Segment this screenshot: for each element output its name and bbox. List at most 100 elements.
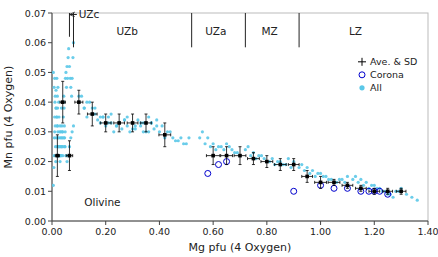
data-point [62,115,65,118]
zone-boundary [245,13,246,47]
average-point [252,157,256,161]
plot-area [52,41,419,202]
error-cap [386,194,389,195]
y-error-bar [61,81,64,123]
y-error-bar [212,147,215,165]
error-cap [56,134,59,135]
data-point [314,175,317,178]
average-point [346,184,350,188]
y-error-bar [386,188,389,194]
data-point [155,118,158,121]
corona-point [205,170,211,176]
data-point [206,136,209,139]
y-tick [48,131,52,132]
data-point [177,139,180,142]
x-error-bar [114,121,125,124]
data-point [332,181,335,184]
annotation: Olivine [84,196,120,208]
data-point [249,154,252,157]
average-point [61,100,65,104]
y-tick [48,13,52,14]
y-tick [48,161,52,162]
data-point [115,124,118,127]
data-point [271,157,274,160]
average-point [238,154,242,158]
data-point [136,118,139,121]
zone-label: UZb [117,25,139,37]
error-cap [145,131,148,132]
x-error-bar [60,101,65,104]
average-point [104,121,108,125]
y-error-bar [239,147,242,165]
error-cap [301,175,302,178]
error-cap [359,191,362,192]
corona-point [291,188,297,194]
error-cap [346,188,349,189]
data-point [263,157,266,160]
y-tick [48,221,52,222]
data-point [71,56,74,59]
x-error-bar [159,133,171,136]
error-cap [260,160,261,163]
error-cap [77,114,80,115]
y-error-bar [346,182,349,188]
data-point [225,142,228,145]
data-point [155,124,158,127]
legend-marker [359,85,364,90]
x-error-bar [355,187,366,190]
data-point [69,86,72,89]
average-point [131,121,135,125]
data-point [71,130,74,133]
error-cap [379,190,380,193]
y-error-bar [292,159,295,171]
data-point [343,181,346,184]
y-error-bar [91,102,94,126]
data-point [115,124,118,127]
error-cap [252,152,255,153]
y-tick-label: 0.06 [25,37,46,48]
error-cap [225,146,228,147]
average-point [163,133,167,137]
error-cap [61,122,64,123]
error-cap [279,170,282,171]
data-point [201,130,204,133]
error-cap [68,140,71,141]
data-point [391,196,394,199]
average-point [278,163,282,167]
zone-label: MZ [261,25,277,37]
data-point [55,115,58,118]
error-cap [368,190,369,193]
data-point [62,136,65,139]
y-tick-label: 0.00 [25,216,46,227]
data-point [123,118,126,121]
y-tick [48,102,52,103]
data-point [228,145,231,148]
error-cap [346,182,349,183]
error-cap [104,131,107,132]
error-cap [292,158,295,159]
x-tick [266,221,267,225]
data-point [54,160,57,163]
data-point [68,65,71,68]
error-cap [151,121,152,124]
error-cap [312,175,313,178]
data-point [83,106,86,109]
data-point [300,163,303,166]
y-axis-label: Mn pfu (4 Oxygen) [2,66,15,169]
data-point [70,95,73,98]
data-point [123,118,126,121]
legend: Ave. & SDCoronaAll [358,56,417,93]
average-point [386,189,390,193]
error-cap [366,187,367,190]
x-error-bar [141,121,152,124]
x-tick [52,221,53,225]
data-point [56,136,59,139]
x-tick-label: 1.20 [364,226,385,237]
error-cap [66,154,67,157]
data-point [65,86,68,89]
x-tick-label: 0.20 [95,226,116,237]
data-point [60,145,63,148]
y-error-bar [163,123,166,147]
data-point [327,178,330,181]
data-point [246,145,249,148]
